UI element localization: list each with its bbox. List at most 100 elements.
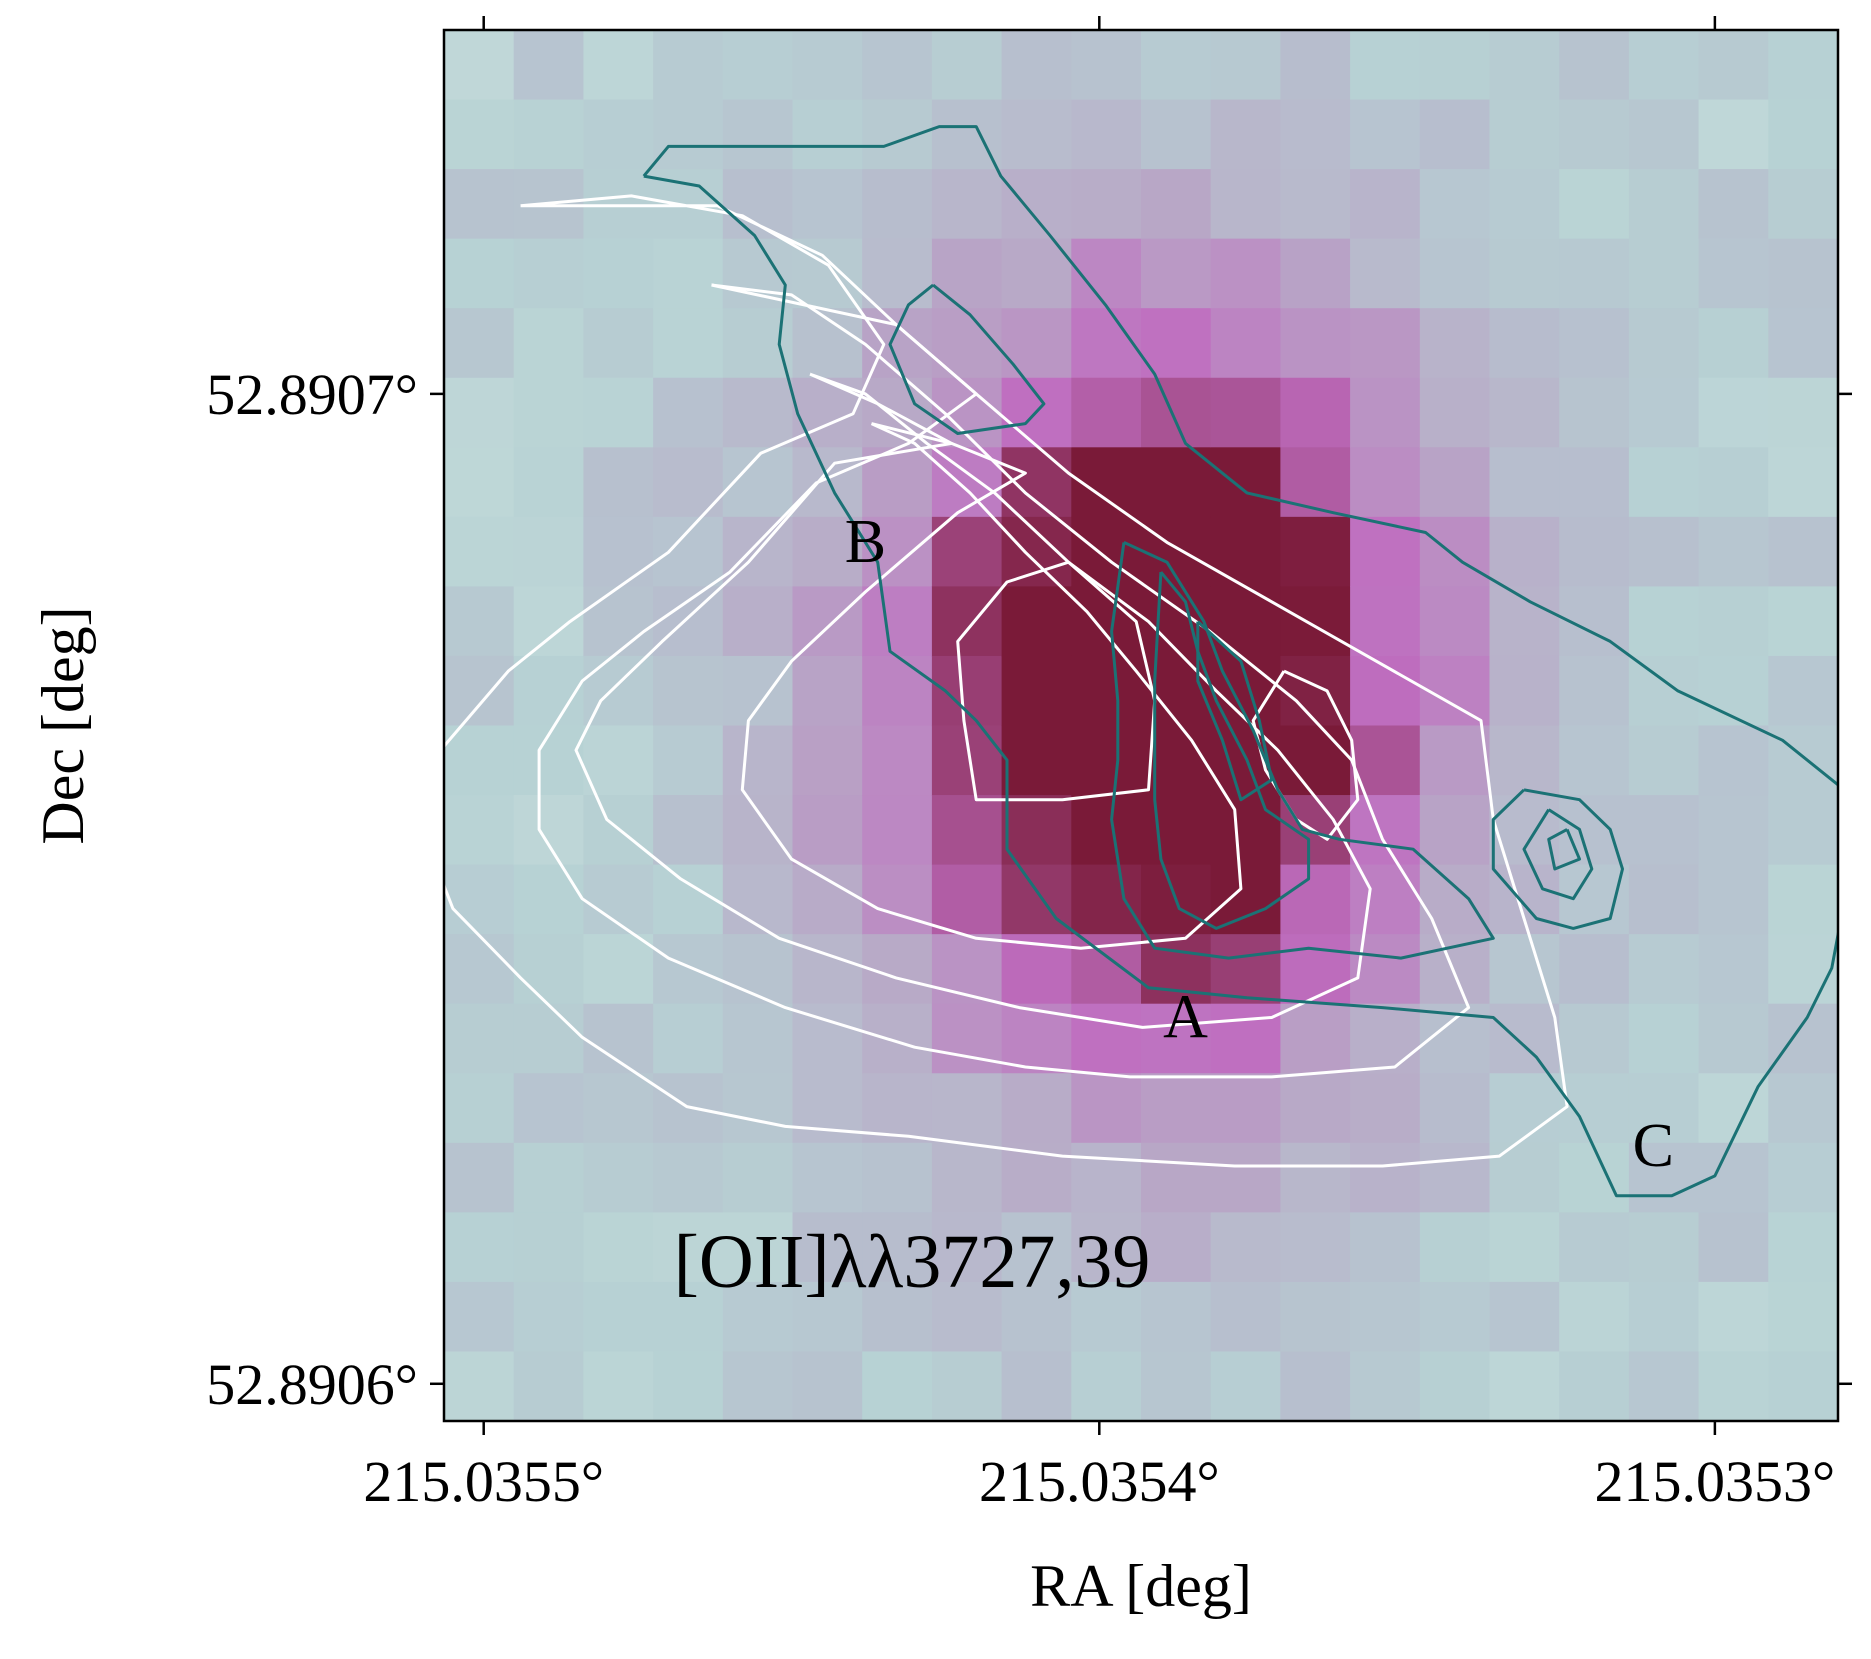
heatmap-cell (653, 655, 724, 727)
heatmap-cell (583, 447, 654, 518)
heatmap-cell (1071, 864, 1142, 935)
heatmap-cell (1280, 238, 1351, 309)
heatmap-cell (1210, 516, 1281, 587)
heatmap-cell (1001, 169, 1072, 240)
y-tick-label: 52.8906° (206, 1352, 418, 1417)
heatmap-cell (1698, 447, 1769, 518)
heatmap-cell (1628, 864, 1700, 935)
heatmap-cell (792, 1142, 863, 1213)
heatmap-cell (1210, 99, 1281, 170)
y-axis-label: Dec [deg] (30, 606, 96, 844)
heatmap-cell (1280, 447, 1351, 518)
heatmap-cell (722, 1073, 794, 1144)
heatmap-cell (583, 169, 654, 240)
heatmap-cell (1141, 1281, 1212, 1353)
heatmap-cell (1628, 655, 1700, 727)
heatmap-cell (1628, 308, 1700, 379)
heatmap-cell (1280, 1281, 1351, 1353)
heatmap-cell (1001, 655, 1072, 727)
heatmap-cell (1628, 1073, 1700, 1144)
heatmap-cell (1489, 99, 1560, 170)
heatmap-cell (1141, 30, 1212, 101)
heatmap-cell (1628, 725, 1700, 796)
heatmap-cell (653, 1281, 724, 1353)
heatmap-cell (444, 1142, 515, 1213)
heatmap-cell (722, 1281, 794, 1353)
heatmap-cell (1001, 1351, 1072, 1421)
heatmap-cell (1419, 1073, 1491, 1144)
heatmap-cell (862, 655, 933, 727)
heatmap-cell (444, 586, 515, 657)
x-tick-label: 215.0354° (979, 1449, 1220, 1514)
teal-contour (888, 283, 1046, 435)
heatmap-cell (792, 795, 863, 866)
heatmap-cell (1419, 238, 1491, 309)
heatmap-cell (1210, 1003, 1281, 1074)
heatmap-cell (862, 795, 933, 866)
heatmap-cell (1071, 655, 1142, 727)
heatmap-cell (1071, 1073, 1142, 1144)
heatmap-cell (1350, 169, 1421, 240)
heatmap-cell (792, 864, 863, 935)
heatmap-cell (1280, 377, 1351, 448)
heatmap-cell (1628, 934, 1700, 1005)
heatmap-cell (583, 725, 654, 796)
heatmap-cell (931, 238, 1003, 309)
heatmap-cell (1489, 655, 1560, 727)
heatmap-cell (862, 99, 933, 170)
heatmap-cell (653, 447, 724, 518)
heatmap-cell (931, 934, 1003, 1005)
plot-area (444, 30, 1838, 1421)
heatmap-cell (792, 725, 863, 796)
heatmap-cell (1419, 516, 1491, 587)
heatmap-cell (1698, 655, 1769, 727)
heatmap-cell (931, 308, 1003, 379)
heatmap-cell (1419, 1212, 1491, 1283)
heatmap-cell (1280, 1142, 1351, 1213)
heatmap-cell (1419, 1281, 1491, 1353)
heatmap-cell (1001, 795, 1072, 866)
heatmap-cell (1280, 1212, 1351, 1283)
heatmap-cell (1141, 169, 1212, 240)
teal-contour (1110, 541, 1495, 960)
heatmap-cell (1628, 99, 1700, 170)
heatmap-cell (583, 30, 654, 101)
heatmap-cell (1768, 795, 1838, 866)
heatmap-cell (1071, 30, 1142, 101)
heatmap-cell (1001, 586, 1072, 657)
heatmap-cell (1350, 516, 1421, 587)
heatmap-cell (1768, 1212, 1838, 1283)
heatmap-cell (1698, 864, 1769, 935)
heatmap-cell (1001, 725, 1072, 796)
heatmap-cell (1628, 169, 1700, 240)
heatmap-cell (583, 1351, 654, 1421)
heatmap-cell (1280, 169, 1351, 240)
heatmap-cell (1559, 1073, 1630, 1144)
x-axis-label: RA [deg] (1030, 1553, 1252, 1619)
heatmap-cell (1489, 447, 1560, 518)
heatmap-cell (1559, 1212, 1630, 1283)
heatmap-cell (1210, 1351, 1281, 1421)
heatmap-cell (513, 447, 584, 518)
heatmap-cell (1489, 377, 1560, 448)
heatmap-cell (1280, 1351, 1351, 1421)
heatmap-cell (1559, 1003, 1630, 1074)
heatmap-cell (1210, 377, 1281, 448)
heatmap-cell (1001, 30, 1072, 101)
heatmap-cell (1628, 238, 1700, 309)
heatmap-cell (862, 864, 933, 935)
heatmap-cell (931, 169, 1003, 240)
heatmap-cell (1768, 1142, 1838, 1213)
heatmap-cell (1768, 1073, 1838, 1144)
heatmap-cell (1419, 377, 1491, 448)
heatmap-cell (1210, 1073, 1281, 1144)
heatmap-cell (1559, 447, 1630, 518)
heatmap-cell (1141, 586, 1212, 657)
heatmap-cell (1489, 516, 1560, 587)
heatmap-cell (792, 1003, 863, 1074)
heatmap-cell (583, 1212, 654, 1283)
teal-contour (1196, 620, 1274, 802)
heatmap-cell (1489, 1003, 1560, 1074)
heatmap-cell (1071, 725, 1142, 796)
heatmap-cell (1210, 169, 1281, 240)
